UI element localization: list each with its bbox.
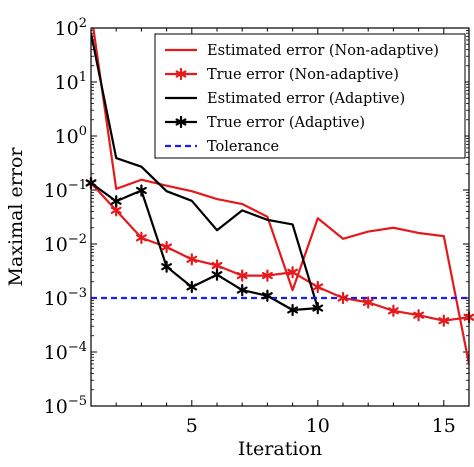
y-tick-label: 101: [55, 70, 87, 94]
series-line-2: [91, 33, 319, 309]
data-point: [387, 304, 399, 317]
tick-labels: 5 10 15 10−5 10−4 10−3 10−2 10−1 100 101 102: [44, 16, 456, 437]
marker-stroke: [362, 298, 374, 306]
data-point: [287, 266, 299, 279]
marker-stroke: [287, 306, 299, 314]
data-point: [413, 309, 425, 322]
marker-stroke: [186, 255, 198, 263]
marker-stroke: [337, 294, 349, 302]
marker-stroke: [211, 271, 223, 279]
y-axis-title: Maximal error: [5, 147, 27, 287]
data-point: [337, 291, 349, 305]
marker-stroke: [135, 234, 147, 242]
marker-stroke: [387, 307, 399, 315]
data-point: [261, 269, 273, 282]
marker-stroke: [211, 261, 223, 270]
y-tick-label: 102: [55, 16, 87, 40]
x-tick-label: 5: [186, 415, 198, 437]
legend-label: Tolerance: [207, 139, 279, 155]
y-tick-label: 10−3: [44, 286, 87, 310]
plot-frame: [90, 27, 470, 407]
marker-stroke: [261, 292, 273, 300]
x-axis-title: Iteration: [238, 438, 322, 460]
x-tick-label: 10: [306, 415, 330, 437]
marker-stroke: [175, 118, 187, 126]
legend-box: [154, 33, 466, 159]
y-tick-label: 10−5: [44, 394, 87, 418]
data-point: [211, 268, 223, 281]
legend-marker: [175, 115, 187, 129]
y-tick-label: 10−2: [44, 232, 87, 256]
data-point: [236, 284, 248, 297]
legend-label: True error (Adaptive): [207, 115, 365, 131]
y-tick-label: 100: [55, 124, 87, 148]
x-tick-label: 15: [432, 415, 456, 437]
series-line-0: [92, 28, 469, 365]
marker-stroke: [236, 271, 248, 280]
data-point: [135, 184, 147, 197]
marker-stroke: [175, 70, 187, 78]
marker-stroke: [135, 186, 147, 195]
y-tick-label: 10−1: [44, 178, 87, 202]
series-layer: [91, 28, 469, 365]
legend: Estimated error (Non-adaptive) True error…: [154, 33, 466, 159]
data-point: [362, 296, 374, 309]
legend-label: Estimated error (Adaptive): [207, 91, 405, 107]
data-point: [161, 240, 173, 254]
marker-stroke: [186, 283, 198, 291]
series-line-3: [91, 182, 318, 312]
marker-stroke: [312, 304, 324, 312]
marker-stroke: [161, 263, 173, 271]
data-point: [135, 231, 147, 244]
legend-marker: [175, 67, 187, 81]
data-point: [312, 302, 324, 315]
marker-stroke: [312, 283, 324, 291]
marker-stroke: [438, 317, 450, 325]
data-point: [261, 289, 273, 302]
series-line-1: [91, 182, 469, 322]
y-tick-label: 10−4: [44, 340, 87, 364]
data-point: [186, 253, 198, 266]
legend-label: Estimated error (Non-adaptive): [207, 43, 439, 59]
marker-stroke: [287, 268, 299, 276]
data-point: [110, 195, 122, 208]
data-point: [438, 314, 450, 327]
legend-label: True error (Non-adaptive): [207, 67, 399, 83]
data-point: [236, 269, 248, 282]
marker-stroke: [236, 286, 248, 294]
data-point: [312, 280, 324, 294]
data-point: [186, 280, 198, 294]
marker-stroke: [161, 243, 173, 251]
data-point: [161, 260, 173, 273]
marker-stroke: [110, 197, 122, 205]
marker-stroke: [110, 206, 122, 214]
data-point: [287, 303, 299, 317]
marker-stroke: [261, 271, 273, 280]
marker-stroke: [413, 311, 425, 319]
